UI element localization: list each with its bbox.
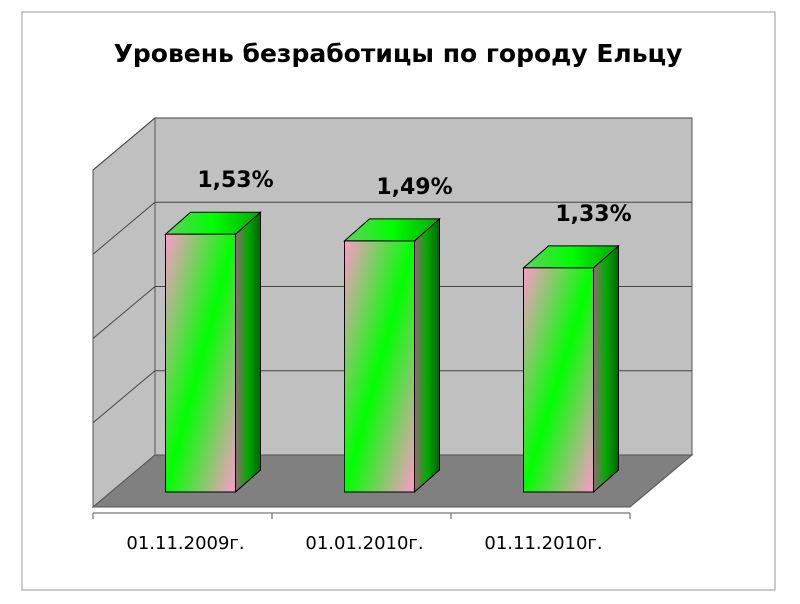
bar-side xyxy=(414,217,440,494)
bar xyxy=(164,211,262,494)
bar-front xyxy=(344,240,415,493)
grid-line xyxy=(92,117,692,171)
bar xyxy=(343,217,441,494)
bar-front xyxy=(165,233,236,493)
bar xyxy=(522,244,620,494)
chart-title: Уровень безработицы по городу Ельцу xyxy=(114,39,683,68)
bar-side xyxy=(235,211,261,494)
value-label: 1,49% xyxy=(376,175,452,200)
bar-front xyxy=(523,267,594,493)
grid-line xyxy=(92,201,692,255)
x-tick-label: 01.11.2010г. xyxy=(484,533,602,554)
x-tick-label: 01.11.2009г. xyxy=(126,533,244,554)
value-label: 1,33% xyxy=(555,202,631,227)
grid-line xyxy=(92,286,692,339)
bar-side xyxy=(593,244,619,494)
x-tick-label: 01.01.2010г. xyxy=(305,533,423,554)
grid-line xyxy=(92,370,692,424)
value-label: 1,53% xyxy=(197,168,273,193)
